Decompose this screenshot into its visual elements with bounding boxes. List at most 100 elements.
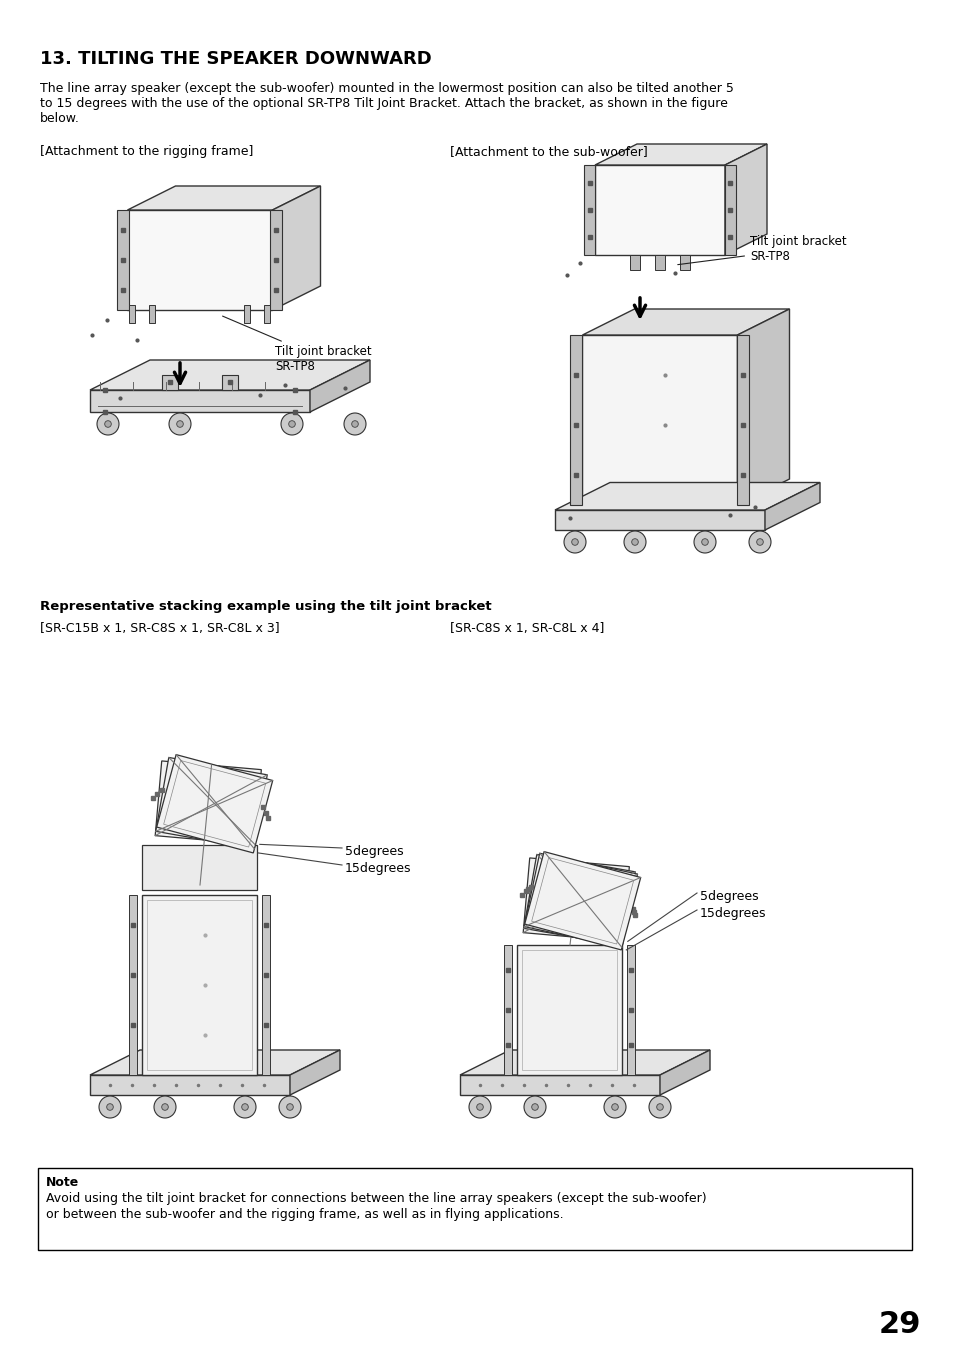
Polygon shape — [162, 376, 178, 390]
Text: [SR-C15B x 1, SR-C8S x 1, SR-C8L x 3]: [SR-C15B x 1, SR-C8S x 1, SR-C8L x 3] — [40, 621, 279, 635]
Polygon shape — [117, 209, 130, 309]
Polygon shape — [290, 1050, 339, 1096]
Polygon shape — [517, 944, 622, 1075]
Polygon shape — [555, 509, 764, 530]
Circle shape — [161, 1104, 168, 1111]
Circle shape — [476, 1104, 483, 1111]
Circle shape — [603, 1096, 625, 1119]
Polygon shape — [522, 858, 629, 942]
Polygon shape — [570, 335, 582, 505]
Polygon shape — [155, 761, 261, 844]
Polygon shape — [524, 851, 640, 950]
Polygon shape — [555, 482, 820, 509]
Text: 15degrees: 15degrees — [345, 862, 411, 875]
Polygon shape — [582, 309, 789, 335]
Circle shape — [176, 420, 183, 427]
Circle shape — [97, 413, 119, 435]
Text: 5degrees: 5degrees — [345, 844, 403, 858]
Circle shape — [693, 531, 716, 553]
Text: [Attachment to the rigging frame]: [Attachment to the rigging frame] — [40, 145, 253, 158]
Polygon shape — [90, 390, 310, 412]
Circle shape — [611, 1104, 618, 1111]
Circle shape — [648, 1096, 670, 1119]
Circle shape — [105, 420, 112, 427]
Text: 5degrees: 5degrees — [700, 890, 758, 902]
Polygon shape — [90, 1050, 339, 1075]
Circle shape — [656, 1104, 662, 1111]
Text: 29: 29 — [878, 1310, 921, 1339]
Circle shape — [531, 1104, 537, 1111]
Polygon shape — [130, 894, 137, 1075]
Circle shape — [107, 1104, 113, 1111]
Circle shape — [563, 531, 585, 553]
Circle shape — [701, 539, 707, 546]
Polygon shape — [659, 1050, 709, 1096]
Circle shape — [756, 539, 762, 546]
Circle shape — [352, 420, 358, 427]
Text: Tilt joint bracket
SR-TP8: Tilt joint bracket SR-TP8 — [677, 235, 845, 265]
Polygon shape — [90, 359, 370, 390]
Circle shape — [748, 531, 770, 553]
Polygon shape — [764, 482, 820, 530]
Text: Tilt joint bracket
SR-TP8: Tilt joint bracket SR-TP8 — [222, 316, 372, 373]
Polygon shape — [679, 255, 689, 270]
Circle shape — [278, 1096, 301, 1119]
Polygon shape — [595, 145, 766, 165]
Text: [Attachment to the sub-woofer]: [Attachment to the sub-woofer] — [450, 145, 647, 158]
FancyBboxPatch shape — [38, 1169, 911, 1250]
Polygon shape — [156, 755, 273, 852]
Polygon shape — [222, 376, 237, 390]
Text: Note: Note — [46, 1175, 79, 1189]
Polygon shape — [724, 165, 735, 255]
Polygon shape — [459, 1050, 709, 1075]
Polygon shape — [583, 165, 595, 255]
Text: The line array speaker (except the sub-woofer) mounted in the lowermost position: The line array speaker (except the sub-w… — [40, 82, 733, 95]
Polygon shape — [629, 255, 639, 270]
Polygon shape — [582, 335, 737, 505]
Polygon shape — [504, 944, 512, 1075]
Circle shape — [571, 539, 578, 546]
Circle shape — [241, 1104, 248, 1111]
Polygon shape — [142, 844, 257, 890]
Circle shape — [631, 539, 638, 546]
Polygon shape — [273, 186, 320, 309]
Polygon shape — [310, 359, 370, 412]
Polygon shape — [523, 854, 637, 947]
Polygon shape — [655, 255, 664, 270]
Text: Avoid using the tilt joint bracket for connections between the line array speake: Avoid using the tilt joint bracket for c… — [46, 1192, 706, 1205]
Polygon shape — [262, 894, 271, 1075]
Polygon shape — [130, 305, 135, 323]
Text: or between the sub-woofer and the rigging frame, as well as in flying applicatio: or between the sub-woofer and the riggin… — [46, 1208, 563, 1221]
Circle shape — [523, 1096, 545, 1119]
Circle shape — [344, 413, 366, 435]
Polygon shape — [737, 335, 749, 505]
Polygon shape — [271, 209, 282, 309]
Polygon shape — [142, 894, 257, 1075]
Polygon shape — [595, 165, 724, 255]
Polygon shape — [150, 305, 155, 323]
Polygon shape — [459, 1075, 659, 1096]
Polygon shape — [128, 209, 273, 309]
Circle shape — [623, 531, 645, 553]
Circle shape — [233, 1096, 255, 1119]
Polygon shape — [90, 1075, 290, 1096]
Polygon shape — [128, 186, 320, 209]
Text: [SR-C8S x 1, SR-C8L x 4]: [SR-C8S x 1, SR-C8L x 4] — [450, 621, 604, 635]
Circle shape — [99, 1096, 121, 1119]
Text: 13. TILTING THE SPEAKER DOWNWARD: 13. TILTING THE SPEAKER DOWNWARD — [40, 50, 432, 68]
Polygon shape — [244, 305, 251, 323]
Polygon shape — [155, 758, 267, 848]
Text: to 15 degrees with the use of the optional SR-TP8 Tilt Joint Bracket. Attach the: to 15 degrees with the use of the option… — [40, 97, 727, 109]
Polygon shape — [264, 305, 271, 323]
Circle shape — [169, 413, 191, 435]
Circle shape — [281, 413, 303, 435]
Polygon shape — [724, 145, 766, 255]
Text: below.: below. — [40, 112, 80, 126]
Text: 15degrees: 15degrees — [700, 907, 765, 920]
Circle shape — [153, 1096, 175, 1119]
Circle shape — [289, 420, 295, 427]
Polygon shape — [737, 309, 789, 505]
Polygon shape — [627, 944, 635, 1075]
Circle shape — [287, 1104, 293, 1111]
Polygon shape — [523, 854, 635, 946]
